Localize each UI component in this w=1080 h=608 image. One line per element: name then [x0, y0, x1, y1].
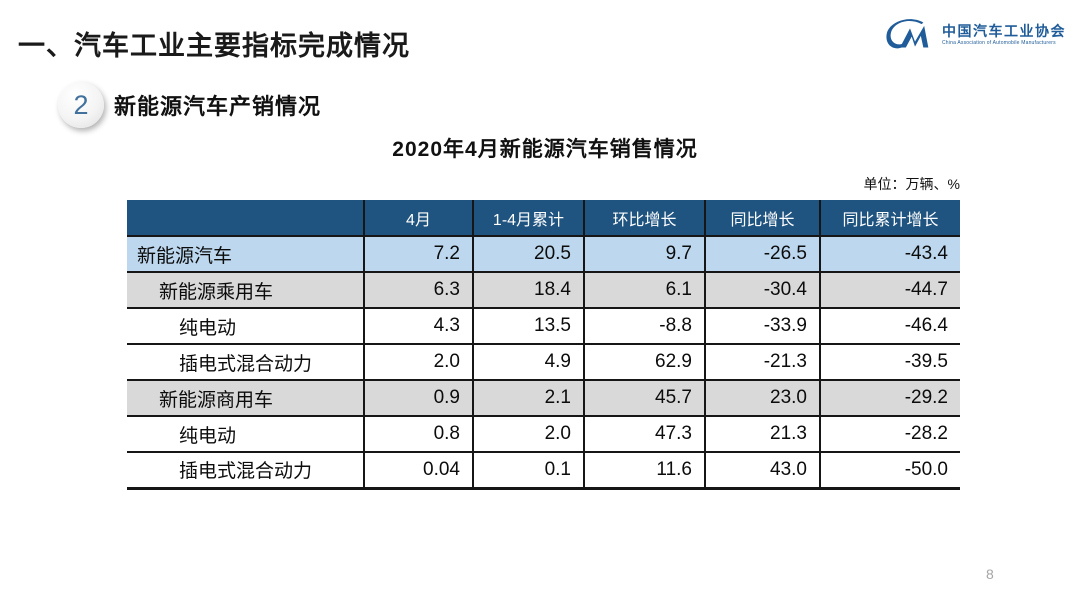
header-cell-blank [127, 200, 364, 237]
row-label: 插电式混合动力 [127, 344, 364, 381]
cell-value: -29.2 [819, 380, 960, 417]
page-number: 8 [986, 566, 994, 582]
cell-value: 21.3 [704, 416, 820, 453]
table-row: 新能源乘用车 6.3 18.4 6.1 -30.4 -44.7 [127, 272, 960, 309]
cell-value: 0.9 [363, 380, 473, 417]
cell-value: 23.0 [704, 380, 820, 417]
cell-value: 7.2 [363, 236, 473, 273]
cell-value: 11.6 [583, 452, 705, 490]
table-row: 新能源商用车 0.9 2.1 45.7 23.0 -29.2 [127, 380, 960, 417]
row-label: 新能源汽车 [127, 236, 364, 273]
cell-value: -44.7 [819, 272, 960, 309]
section-heading: 2 新能源汽车产销情况 [58, 82, 321, 128]
cell-value: -30.4 [704, 272, 820, 309]
table-title: 2020年4月新能源汽车销售情况 [392, 138, 698, 161]
cell-value: 2.0 [363, 344, 473, 381]
cell-value: 4.9 [472, 344, 584, 381]
row-label: 新能源乘用车 [127, 272, 364, 309]
cell-value: 47.3 [583, 416, 705, 453]
cell-value: 2.1 [472, 380, 584, 417]
cell-value: -21.3 [704, 344, 820, 381]
row-label: 插电式混合动力 [127, 452, 364, 490]
cell-value: -33.9 [704, 308, 820, 345]
row-label: 新能源商用车 [127, 380, 364, 417]
page-title: 一、汽车工业主要指标完成情况 [18, 31, 410, 61]
header-cell-april: 4月 [363, 200, 473, 237]
cell-value: -28.2 [819, 416, 960, 453]
cell-value: -39.5 [819, 344, 960, 381]
row-label: 纯电动 [127, 416, 364, 453]
cell-value: 9.7 [583, 236, 705, 273]
row-label: 纯电动 [127, 308, 364, 345]
cell-value: 45.7 [583, 380, 705, 417]
cell-value: 13.5 [472, 308, 584, 345]
cell-value: 4.3 [363, 308, 473, 345]
table-row: 插电式混合动力 2.0 4.9 62.9 -21.3 -39.5 [127, 344, 960, 381]
cell-value: 0.8 [363, 416, 473, 453]
table-row: 新能源汽车 7.2 20.5 9.7 -26.5 -43.4 [127, 236, 960, 273]
section-number-badge: 2 [58, 82, 104, 128]
cell-value: 2.0 [472, 416, 584, 453]
cell-value: 6.1 [583, 272, 705, 309]
cell-value: -46.4 [819, 308, 960, 345]
header-cell-yoy: 同比增长 [704, 200, 820, 237]
unit-note: 单位：万辆、% [863, 176, 960, 192]
table-header-row: 4月 1-4月累计 环比增长 同比增长 同比累计增长 [127, 200, 960, 237]
sales-table-container: 4月 1-4月累计 环比增长 同比增长 同比累计增长 新能源汽车 7.2 20.… [127, 200, 960, 490]
cell-value: -8.8 [583, 308, 705, 345]
cell-value: 0.04 [363, 452, 473, 490]
header-cell-ytd: 1-4月累计 [472, 200, 584, 237]
table-row: 纯电动 4.3 13.5 -8.8 -33.9 -46.4 [127, 308, 960, 345]
cell-value: 43.0 [704, 452, 820, 490]
cell-value: -43.4 [819, 236, 960, 273]
cell-value: 0.1 [472, 452, 584, 490]
cell-value: 62.9 [583, 344, 705, 381]
org-name-en: China Association of Automobile Manufact… [942, 39, 1056, 46]
org-name-cn: 中国汽车工业协会 [942, 23, 1066, 40]
cell-value: -50.0 [819, 452, 960, 490]
cell-value: 18.4 [472, 272, 584, 309]
nev-sales-table: 4月 1-4月累计 环比增长 同比增长 同比累计增长 新能源汽车 7.2 20.… [127, 200, 960, 490]
caam-logo-icon [886, 19, 929, 49]
org-logo-text: 中国汽车工业协会 China Association of Automobile… [942, 23, 1066, 47]
section-title: 新能源汽车产销情况 [114, 94, 322, 119]
table-row: 插电式混合动力 0.04 0.1 11.6 43.0 -50.0 [127, 452, 960, 490]
cell-value: -26.5 [704, 236, 820, 273]
header-cell-yoyytd: 同比累计增长 [819, 200, 960, 237]
header-cell-mom: 环比增长 [583, 200, 705, 237]
cell-value: 20.5 [472, 236, 584, 273]
org-logo: 中国汽车工业协会 China Association of Automobile… [885, 16, 1066, 54]
table-row: 纯电动 0.8 2.0 47.3 21.3 -28.2 [127, 416, 960, 453]
cell-value: 6.3 [363, 272, 473, 309]
